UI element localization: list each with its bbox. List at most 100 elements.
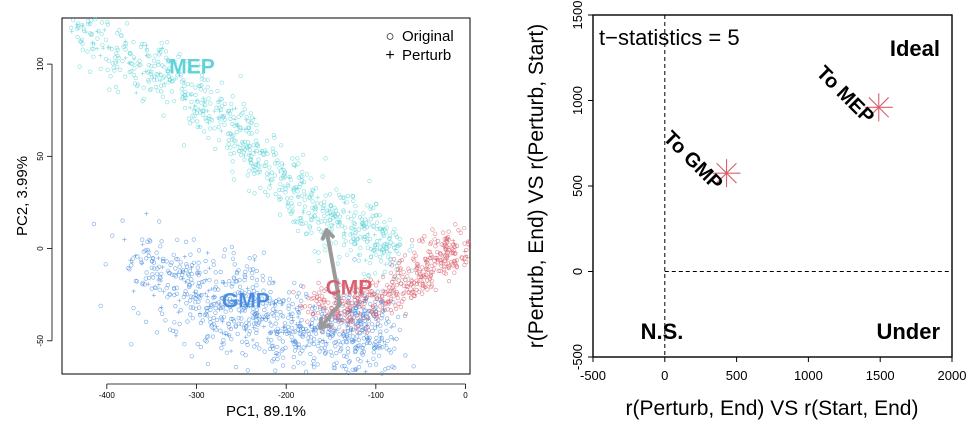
original-point	[362, 330, 368, 335]
original-point	[345, 346, 350, 351]
original-point	[211, 295, 216, 300]
original-point	[88, 21, 93, 26]
original-point	[157, 274, 162, 280]
perturb-point	[84, 30, 88, 35]
perturb-point	[189, 92, 193, 97]
perturb-point	[193, 108, 198, 113]
original-point	[191, 295, 196, 300]
original-point	[428, 272, 433, 277]
perturb-point	[223, 332, 228, 337]
original-point	[323, 351, 328, 356]
perturb-point	[226, 333, 231, 338]
original-point	[222, 122, 227, 127]
original-point	[158, 244, 163, 249]
original-point	[247, 168, 252, 173]
original-point	[105, 67, 110, 73]
original-point	[431, 267, 437, 272]
original-point	[174, 329, 179, 334]
original-point	[409, 279, 414, 284]
original-point	[315, 216, 320, 221]
original-point	[170, 78, 175, 84]
original-point	[225, 110, 231, 115]
original-point	[345, 329, 351, 334]
original-point	[254, 277, 260, 283]
original-point	[316, 343, 321, 349]
original-point	[355, 357, 361, 362]
original-point	[136, 311, 141, 316]
original-point	[189, 99, 194, 105]
original-point	[360, 346, 366, 351]
original-point	[229, 337, 234, 342]
original-point	[268, 346, 273, 351]
original-point	[164, 286, 169, 291]
original-point	[261, 250, 266, 255]
perturb-point	[330, 222, 335, 227]
perturb-point	[342, 230, 347, 235]
perturb-point	[285, 201, 290, 206]
perturb-point	[176, 310, 181, 315]
original-point	[336, 224, 341, 229]
original-point	[211, 262, 216, 267]
original-point	[295, 220, 300, 225]
original-point	[353, 285, 358, 290]
perturb-point	[310, 362, 315, 367]
original-point	[250, 275, 255, 281]
original-point	[81, 26, 86, 31]
original-point	[265, 193, 271, 198]
original-point	[343, 312, 348, 318]
original-point	[402, 313, 408, 319]
original-point	[320, 205, 326, 211]
original-point	[218, 107, 224, 112]
original-point	[462, 226, 467, 231]
original-point	[322, 243, 327, 248]
perturb-point	[261, 324, 266, 329]
cluster-mep	[68, 17, 415, 294]
original-point	[332, 294, 337, 299]
original-point	[243, 353, 248, 358]
original-point	[128, 51, 133, 56]
original-point	[247, 322, 252, 327]
original-point	[357, 302, 362, 307]
original-point	[203, 116, 208, 121]
original-point	[264, 138, 270, 143]
original-point	[393, 303, 398, 308]
original-point	[369, 254, 374, 259]
original-point	[337, 325, 342, 330]
original-point	[298, 221, 303, 226]
original-point	[177, 264, 182, 269]
perturb-point	[280, 301, 285, 306]
perturb-point	[324, 340, 329, 345]
original-point	[368, 217, 373, 222]
perturb-point	[374, 324, 379, 328]
original-point	[143, 319, 149, 325]
perturb-point	[415, 280, 420, 285]
original-point	[146, 77, 151, 83]
original-point	[326, 330, 331, 335]
original-point	[268, 330, 273, 336]
perturb-point	[151, 293, 156, 298]
original-point	[189, 91, 194, 97]
original-point	[248, 157, 253, 162]
original-point	[195, 119, 200, 124]
perturb-point	[291, 339, 296, 344]
perturb-point	[216, 116, 221, 121]
original-point	[221, 338, 226, 343]
original-point	[301, 284, 306, 289]
original-point	[378, 332, 383, 337]
perturb-point	[467, 244, 472, 249]
original-point	[260, 273, 265, 279]
original-point	[355, 334, 360, 339]
perturb-point	[272, 280, 276, 285]
original-point	[160, 258, 166, 264]
perturb-point	[140, 242, 145, 247]
original-point	[312, 356, 317, 361]
original-point	[219, 317, 224, 322]
original-point	[165, 295, 170, 300]
original-point	[400, 291, 405, 297]
perturb-point	[156, 282, 161, 287]
original-point	[356, 337, 362, 343]
perturb-point	[393, 247, 398, 252]
perturb-point	[379, 336, 383, 340]
original-point	[177, 52, 182, 57]
original-point	[184, 292, 190, 297]
